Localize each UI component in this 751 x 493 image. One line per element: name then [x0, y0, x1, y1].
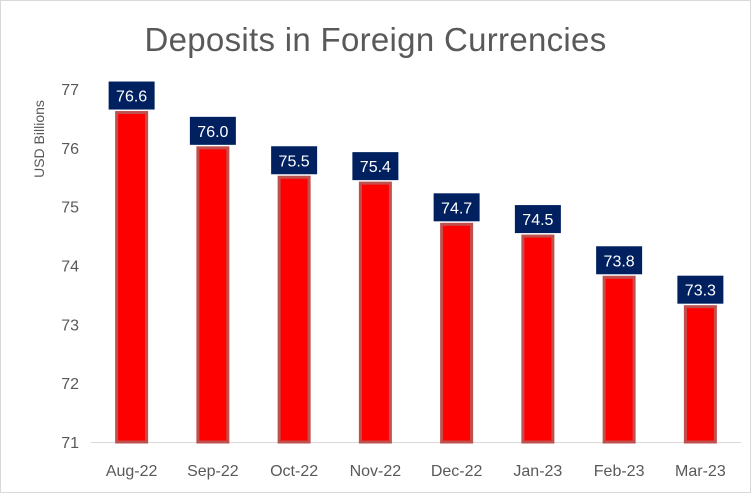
bar — [683, 305, 717, 444]
bar — [115, 111, 149, 444]
x-tick-label: Sep-22 — [187, 463, 239, 480]
data-label: 74.7 — [441, 200, 472, 217]
data-label-box — [677, 275, 724, 304]
bar — [358, 181, 392, 444]
x-tick-label: Feb-23 — [594, 463, 645, 480]
bar — [602, 275, 636, 444]
data-label: 76.6 — [116, 89, 147, 106]
data-label: 73.3 — [685, 283, 716, 300]
data-label-box — [108, 81, 155, 110]
y-tick-label: 71 — [61, 435, 79, 452]
x-tick-label: Nov-22 — [350, 463, 402, 480]
bar — [440, 222, 474, 444]
data-label-box — [596, 246, 643, 275]
data-label: 74.5 — [522, 212, 553, 229]
bar — [277, 175, 311, 444]
y-tick-label: 73 — [61, 317, 79, 334]
data-label-box — [352, 152, 399, 181]
data-label-box — [433, 193, 480, 222]
data-label: 73.8 — [604, 253, 635, 270]
data-label-box — [189, 116, 236, 145]
x-tick-label: Oct-22 — [270, 463, 318, 480]
data-label-box — [271, 146, 318, 175]
x-tick-label: Dec-22 — [431, 463, 483, 480]
data-label: 75.5 — [279, 153, 310, 170]
y-tick-label: 76 — [61, 141, 79, 158]
x-tick-label: Mar-23 — [675, 463, 726, 480]
data-label-box — [514, 205, 561, 234]
data-label: 76.0 — [197, 124, 228, 141]
y-tick-label: 77 — [61, 82, 79, 99]
bar — [196, 146, 230, 444]
x-tick-label: Jan-23 — [513, 463, 562, 480]
x-tick-label: Aug-22 — [106, 463, 158, 480]
bar — [521, 234, 555, 444]
y-tick-label: 72 — [61, 376, 79, 393]
data-label: 75.4 — [360, 159, 391, 176]
y-tick-label: 74 — [61, 259, 79, 276]
chart-title: Deposits in Foreign Currencies — [144, 21, 607, 58]
y-tick-label: 75 — [61, 200, 79, 217]
